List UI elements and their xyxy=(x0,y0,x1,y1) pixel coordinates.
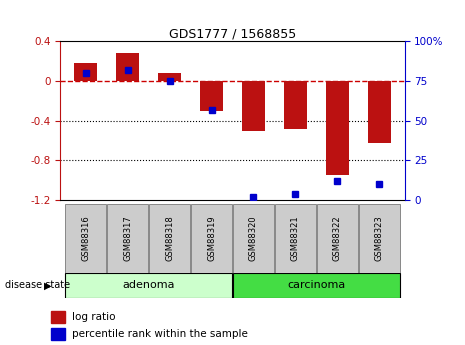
Text: ▶: ▶ xyxy=(44,280,52,290)
Bar xyxy=(158,73,181,81)
Bar xyxy=(192,204,232,273)
Text: carcinoma: carcinoma xyxy=(287,280,345,290)
Bar xyxy=(51,310,65,323)
Bar xyxy=(200,81,223,111)
Bar xyxy=(284,81,307,129)
Text: GSM88319: GSM88319 xyxy=(207,215,216,261)
Bar xyxy=(275,204,316,273)
Bar xyxy=(116,53,139,81)
Text: GSM88317: GSM88317 xyxy=(123,215,132,261)
Bar xyxy=(242,81,265,131)
Text: disease state: disease state xyxy=(5,280,70,290)
Text: log ratio: log ratio xyxy=(73,312,116,322)
Bar xyxy=(149,204,190,273)
Bar xyxy=(74,63,97,81)
Text: GSM88322: GSM88322 xyxy=(333,215,342,261)
Bar xyxy=(368,81,391,142)
Text: GSM88323: GSM88323 xyxy=(375,215,384,261)
Bar xyxy=(107,204,148,273)
Text: GSM88320: GSM88320 xyxy=(249,215,258,261)
Bar xyxy=(233,204,273,273)
Bar xyxy=(326,81,349,175)
Bar xyxy=(317,204,358,273)
Text: GSM88321: GSM88321 xyxy=(291,215,300,261)
Bar xyxy=(66,204,106,273)
Text: GSM88316: GSM88316 xyxy=(81,215,90,261)
Bar xyxy=(233,273,399,298)
Text: GSM88318: GSM88318 xyxy=(165,215,174,261)
Text: percentile rank within the sample: percentile rank within the sample xyxy=(73,329,248,339)
Text: adenoma: adenoma xyxy=(122,280,175,290)
Bar xyxy=(51,328,65,340)
Bar xyxy=(66,273,232,298)
Title: GDS1777 / 1568855: GDS1777 / 1568855 xyxy=(169,27,296,40)
Bar xyxy=(359,204,399,273)
